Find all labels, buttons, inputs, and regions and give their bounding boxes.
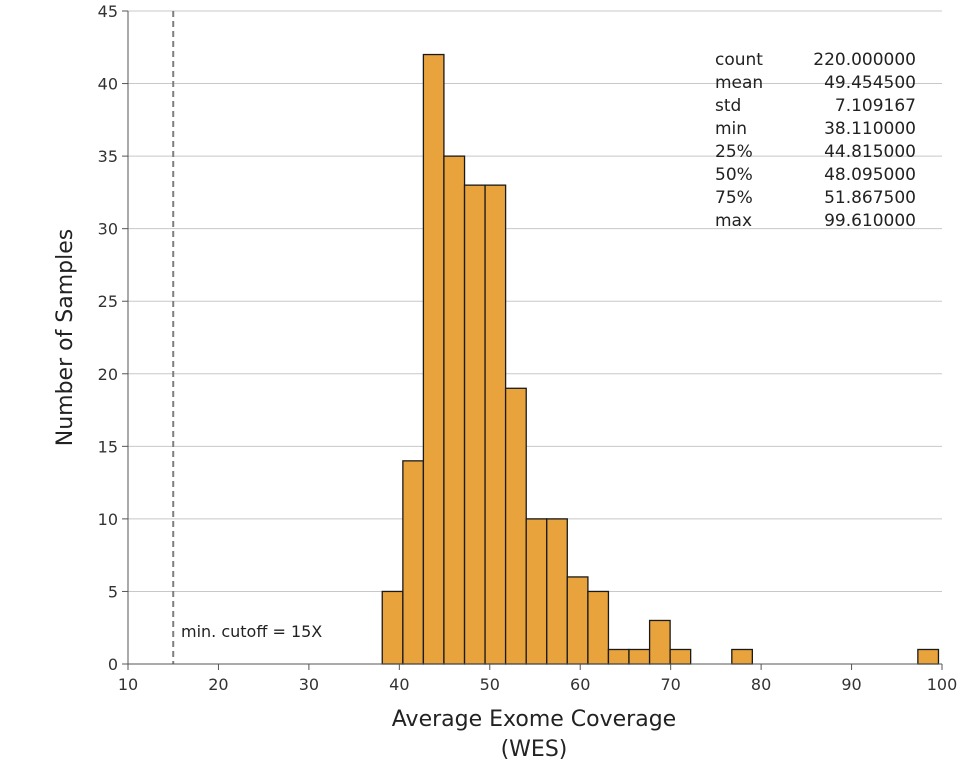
y-tick-label-40: 40 [98,75,118,94]
x-tick-label-10: 10 [118,675,138,694]
y-tick-label-45: 45 [98,2,118,21]
stats-value-75%: 51.867500 [824,188,916,208]
y-tick-label-15: 15 [98,437,118,456]
y-tick-label-10: 10 [98,510,118,529]
y-tick-label-30: 30 [98,220,118,239]
histogram-bar-5 [484,184,507,665]
x-tick-label-60: 60 [570,675,590,694]
stats-label-mean: mean [715,73,763,93]
stats-value-mean: 49.454500 [824,73,916,93]
y-tick-label-20: 20 [98,365,118,384]
y-ticks: 0 5 10 15 20 25 30 35 40 45 [98,2,128,674]
x-tick-label-70: 70 [660,675,680,694]
x-tick-label-20: 20 [208,675,228,694]
y-tick-label-0: 0 [108,655,118,674]
histogram-bar-6 [504,387,527,665]
stats-value-25%: 44.815000 [824,142,916,162]
stats-value-max: 99.610000 [824,211,916,231]
x-tick-label-50: 50 [480,675,500,694]
histogram-bar-4 [463,184,486,665]
stats-table: count 220.000000 mean 49.454500 std 7.109167 m… [715,50,916,231]
gridlines [128,10,942,592]
x-axis-title-line2: (WES) [501,737,568,760]
stats-label-max: max [715,211,752,231]
x-axis-title: Average Exome Coverage [392,707,676,732]
histogram-bar-1 [402,460,425,665]
stats-label-min: min [715,119,747,139]
histogram-bar-16 [917,648,940,665]
histogram-bar-11 [607,648,630,665]
histogram-bar-2 [422,53,445,665]
histogram-bar-14 [669,648,692,665]
stats-value-std: 7.109167 [835,96,916,116]
x-tick-label-90: 90 [841,675,861,694]
histogram-bar-3 [443,155,466,665]
stats-label-25%: 25% [715,142,753,162]
stats-value-50%: 48.095000 [824,165,916,185]
x-ticks: 10 20 30 40 50 60 70 80 90 100 [118,664,957,694]
x-tick-label-80: 80 [751,675,771,694]
histogram-bar-13 [648,619,671,665]
x-tick-label-100: 100 [927,675,958,694]
histogram-bar-15 [731,648,753,665]
histogram-bar-12 [628,648,651,665]
stats-label-75%: 75% [715,188,753,208]
histogram-bar-10 [587,590,610,665]
stats-label-std: std [715,96,741,116]
y-tick-label-35: 35 [98,147,118,166]
x-tick-label-40: 40 [389,675,409,694]
histogram-bar-7 [525,518,548,665]
stats-value-min: 38.110000 [824,119,916,139]
stats-value-count: 220.000000 [813,50,916,70]
y-tick-label-25: 25 [98,292,118,311]
histogram-bar-8 [546,518,568,665]
cutoff-label: min. cutoff = 15X [181,622,322,641]
stats-label-50%: 50% [715,165,753,185]
histogram-bar-0 [381,590,404,665]
y-axis-title: Number of Samples [53,229,78,447]
histogram-bar-9 [566,576,589,665]
x-tick-label-30: 30 [299,675,319,694]
y-tick-label-5: 5 [108,582,118,601]
stats-label-count: count [715,50,763,70]
bars [381,53,940,665]
